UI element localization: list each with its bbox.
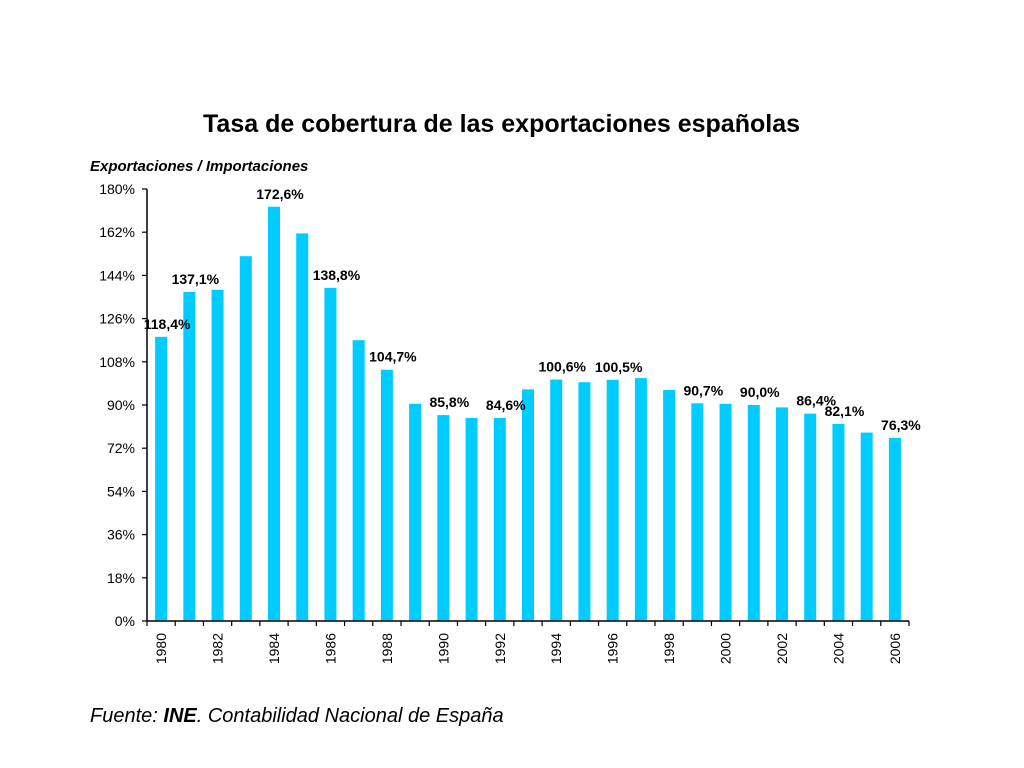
data-label: 172,6% bbox=[256, 186, 304, 202]
x-tick-label: 2000 bbox=[718, 633, 734, 664]
y-tick-label: 162% bbox=[99, 224, 135, 240]
y-tick-label: 90% bbox=[107, 397, 135, 413]
bar-2001 bbox=[747, 405, 760, 621]
bar-1984 bbox=[268, 206, 280, 621]
source-organization: INE bbox=[163, 705, 197, 727]
bar-1981 bbox=[183, 291, 196, 621]
chart-title: Tasa de cobertura de las exportaciones e… bbox=[203, 110, 800, 138]
bar-1990 bbox=[437, 415, 450, 621]
y-tick-label: 0% bbox=[115, 613, 135, 629]
bar-1999 bbox=[691, 403, 704, 621]
bar-1988 bbox=[380, 369, 393, 621]
x-tick-label: 2004 bbox=[830, 633, 846, 664]
bar-1998 bbox=[663, 389, 676, 621]
bar-1995 bbox=[578, 382, 591, 621]
bar-2004 bbox=[832, 423, 845, 621]
data-label: 138,8% bbox=[313, 267, 361, 283]
y-tick-label: 108% bbox=[99, 354, 135, 370]
data-label: 82,1% bbox=[825, 403, 865, 419]
x-tick-label: 1980 bbox=[153, 633, 169, 664]
y-tick-label: 144% bbox=[99, 267, 135, 283]
bar-1980 bbox=[155, 336, 168, 621]
x-tick-label: 1984 bbox=[266, 633, 282, 664]
x-tick-label: 2006 bbox=[887, 633, 903, 664]
bar-1992 bbox=[493, 417, 506, 621]
data-label: 76,3% bbox=[881, 417, 921, 433]
bar-1986 bbox=[324, 287, 337, 621]
data-label: 84,6% bbox=[486, 397, 526, 413]
y-tick-label: 54% bbox=[107, 483, 135, 499]
data-label: 104,7% bbox=[369, 349, 417, 365]
data-label: 85,8% bbox=[429, 394, 469, 410]
bar-1996 bbox=[606, 379, 619, 621]
bar-1987 bbox=[352, 340, 365, 621]
source-rest: . Contabilidad Nacional de España bbox=[196, 705, 504, 727]
x-tick-label: 2002 bbox=[774, 633, 790, 664]
x-tick-label: 1998 bbox=[661, 633, 677, 664]
data-labels-group: 118,4% 137,1% 172,6% 138,8% 104,7% 85,8% 84,6%… bbox=[144, 186, 922, 433]
y-tick-label: 18% bbox=[107, 570, 135, 586]
bar-2006 bbox=[888, 437, 901, 621]
source-prefix: Fuente: bbox=[90, 705, 164, 727]
bar-2002 bbox=[776, 407, 788, 621]
bar-2003 bbox=[804, 413, 817, 621]
x-tick-label: 1996 bbox=[605, 633, 621, 664]
bar-2005 bbox=[860, 432, 873, 621]
bars-group bbox=[155, 206, 901, 621]
bar-1983 bbox=[239, 256, 252, 621]
bar-1994 bbox=[550, 379, 563, 621]
y-axis-label: Exportaciones / Importaciones bbox=[90, 158, 309, 175]
y-tick-label: 36% bbox=[107, 527, 135, 543]
data-label: 137,1% bbox=[172, 271, 220, 287]
data-label: 100,5% bbox=[595, 359, 643, 375]
bar-1997 bbox=[634, 378, 647, 621]
x-tick-label: 1994 bbox=[548, 633, 564, 664]
data-label: 90,7% bbox=[683, 382, 723, 398]
x-tick-label: 1988 bbox=[379, 633, 395, 664]
bar-chart: 0% 18% 36% 54% 72% 90% 108% 126% 144% 162% 180% 198… bbox=[99, 181, 922, 664]
data-label: 118,4% bbox=[144, 316, 191, 332]
source-note: Fuente: INE. Contabilidad Nacional de Es… bbox=[90, 705, 504, 728]
bar-2000 bbox=[719, 403, 732, 621]
x-tick-label: 1982 bbox=[210, 633, 226, 664]
bar-1982 bbox=[211, 289, 224, 621]
y-tick-label: 72% bbox=[107, 440, 135, 456]
tick-labels-group: 0% 18% 36% 54% 72% 90% 108% 126% 144% 162% 180% 198… bbox=[99, 181, 903, 664]
bar-1993 bbox=[522, 389, 534, 621]
bar-1991 bbox=[465, 417, 478, 621]
bar-1989 bbox=[409, 403, 422, 621]
bar-1985 bbox=[296, 233, 309, 621]
y-tick-label: 126% bbox=[99, 311, 135, 327]
axes-group bbox=[142, 188, 910, 626]
x-tick-label: 1986 bbox=[322, 633, 338, 664]
data-label: 86,4% bbox=[796, 393, 836, 409]
data-label: 90,0% bbox=[740, 384, 780, 400]
data-label: 100,6% bbox=[538, 359, 586, 375]
y-tick-label: 180% bbox=[99, 181, 135, 197]
x-tick-label: 1990 bbox=[435, 633, 451, 664]
x-tick-label: 1992 bbox=[492, 633, 508, 664]
